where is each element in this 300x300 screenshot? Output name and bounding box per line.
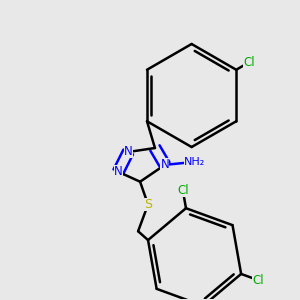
Text: Cl: Cl bbox=[177, 184, 189, 197]
Text: Cl: Cl bbox=[243, 56, 255, 69]
Text: Cl: Cl bbox=[252, 274, 264, 286]
Text: S: S bbox=[144, 198, 152, 211]
Text: N: N bbox=[160, 158, 169, 171]
Text: N: N bbox=[114, 165, 123, 178]
Text: N: N bbox=[124, 146, 133, 158]
Text: NH₂: NH₂ bbox=[184, 157, 205, 167]
